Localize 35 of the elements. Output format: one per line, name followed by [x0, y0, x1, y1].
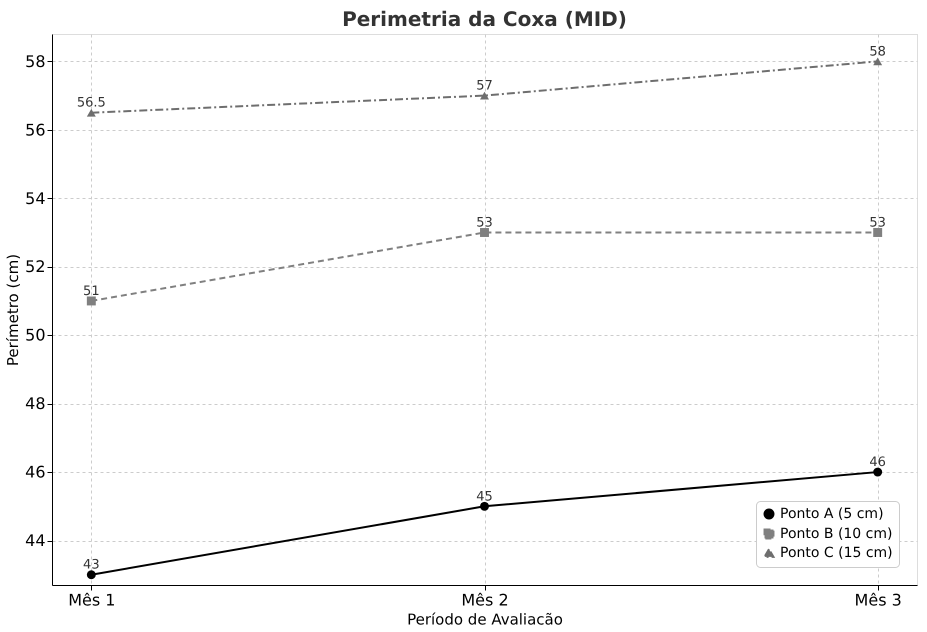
data-label: 43 [83, 558, 100, 573]
legend-label: Ponto A (5 cm) [780, 506, 884, 522]
data-label: 45 [476, 489, 493, 504]
y-tick-label: 44 [25, 531, 46, 550]
x-tick-label: Mês 2 [461, 590, 509, 610]
data-label: 57 [476, 78, 493, 94]
y-tick-label: 58 [25, 52, 46, 71]
x-axis-title: Período de Avaliacão [407, 610, 563, 628]
data-label: 53 [476, 215, 493, 230]
y-tick-label: 52 [25, 257, 46, 276]
data-label: 51 [83, 284, 100, 299]
x-tick-label: Mês 1 [68, 590, 116, 610]
y-tick-label: 48 [25, 394, 46, 414]
data-label: 56.5 [76, 96, 106, 111]
x-tick-label: Mês 3 [854, 590, 902, 610]
point [873, 58, 882, 66]
y-tick-label: 56 [25, 120, 46, 140]
y-axis-title: Perímetro (cm) [4, 254, 22, 366]
legend-label: Ponto B (10 cm) [780, 526, 892, 542]
point [480, 502, 489, 511]
y-tick-label: 50 [25, 326, 46, 345]
point [480, 92, 489, 100]
point [86, 570, 96, 580]
y-tick-label: 54 [25, 188, 46, 208]
y-tick-label: 46 [25, 462, 46, 482]
legend-label: Ponto C (15 cm) [780, 545, 893, 561]
point [86, 108, 96, 117]
data-label: 46 [869, 455, 886, 470]
point [873, 468, 882, 477]
point [480, 228, 489, 237]
chart-title: Perimetria da Coxa (MID) [342, 7, 627, 31]
point [873, 228, 882, 237]
point [86, 296, 96, 306]
data-label: 58 [869, 44, 886, 60]
data-label: 53 [869, 215, 886, 230]
